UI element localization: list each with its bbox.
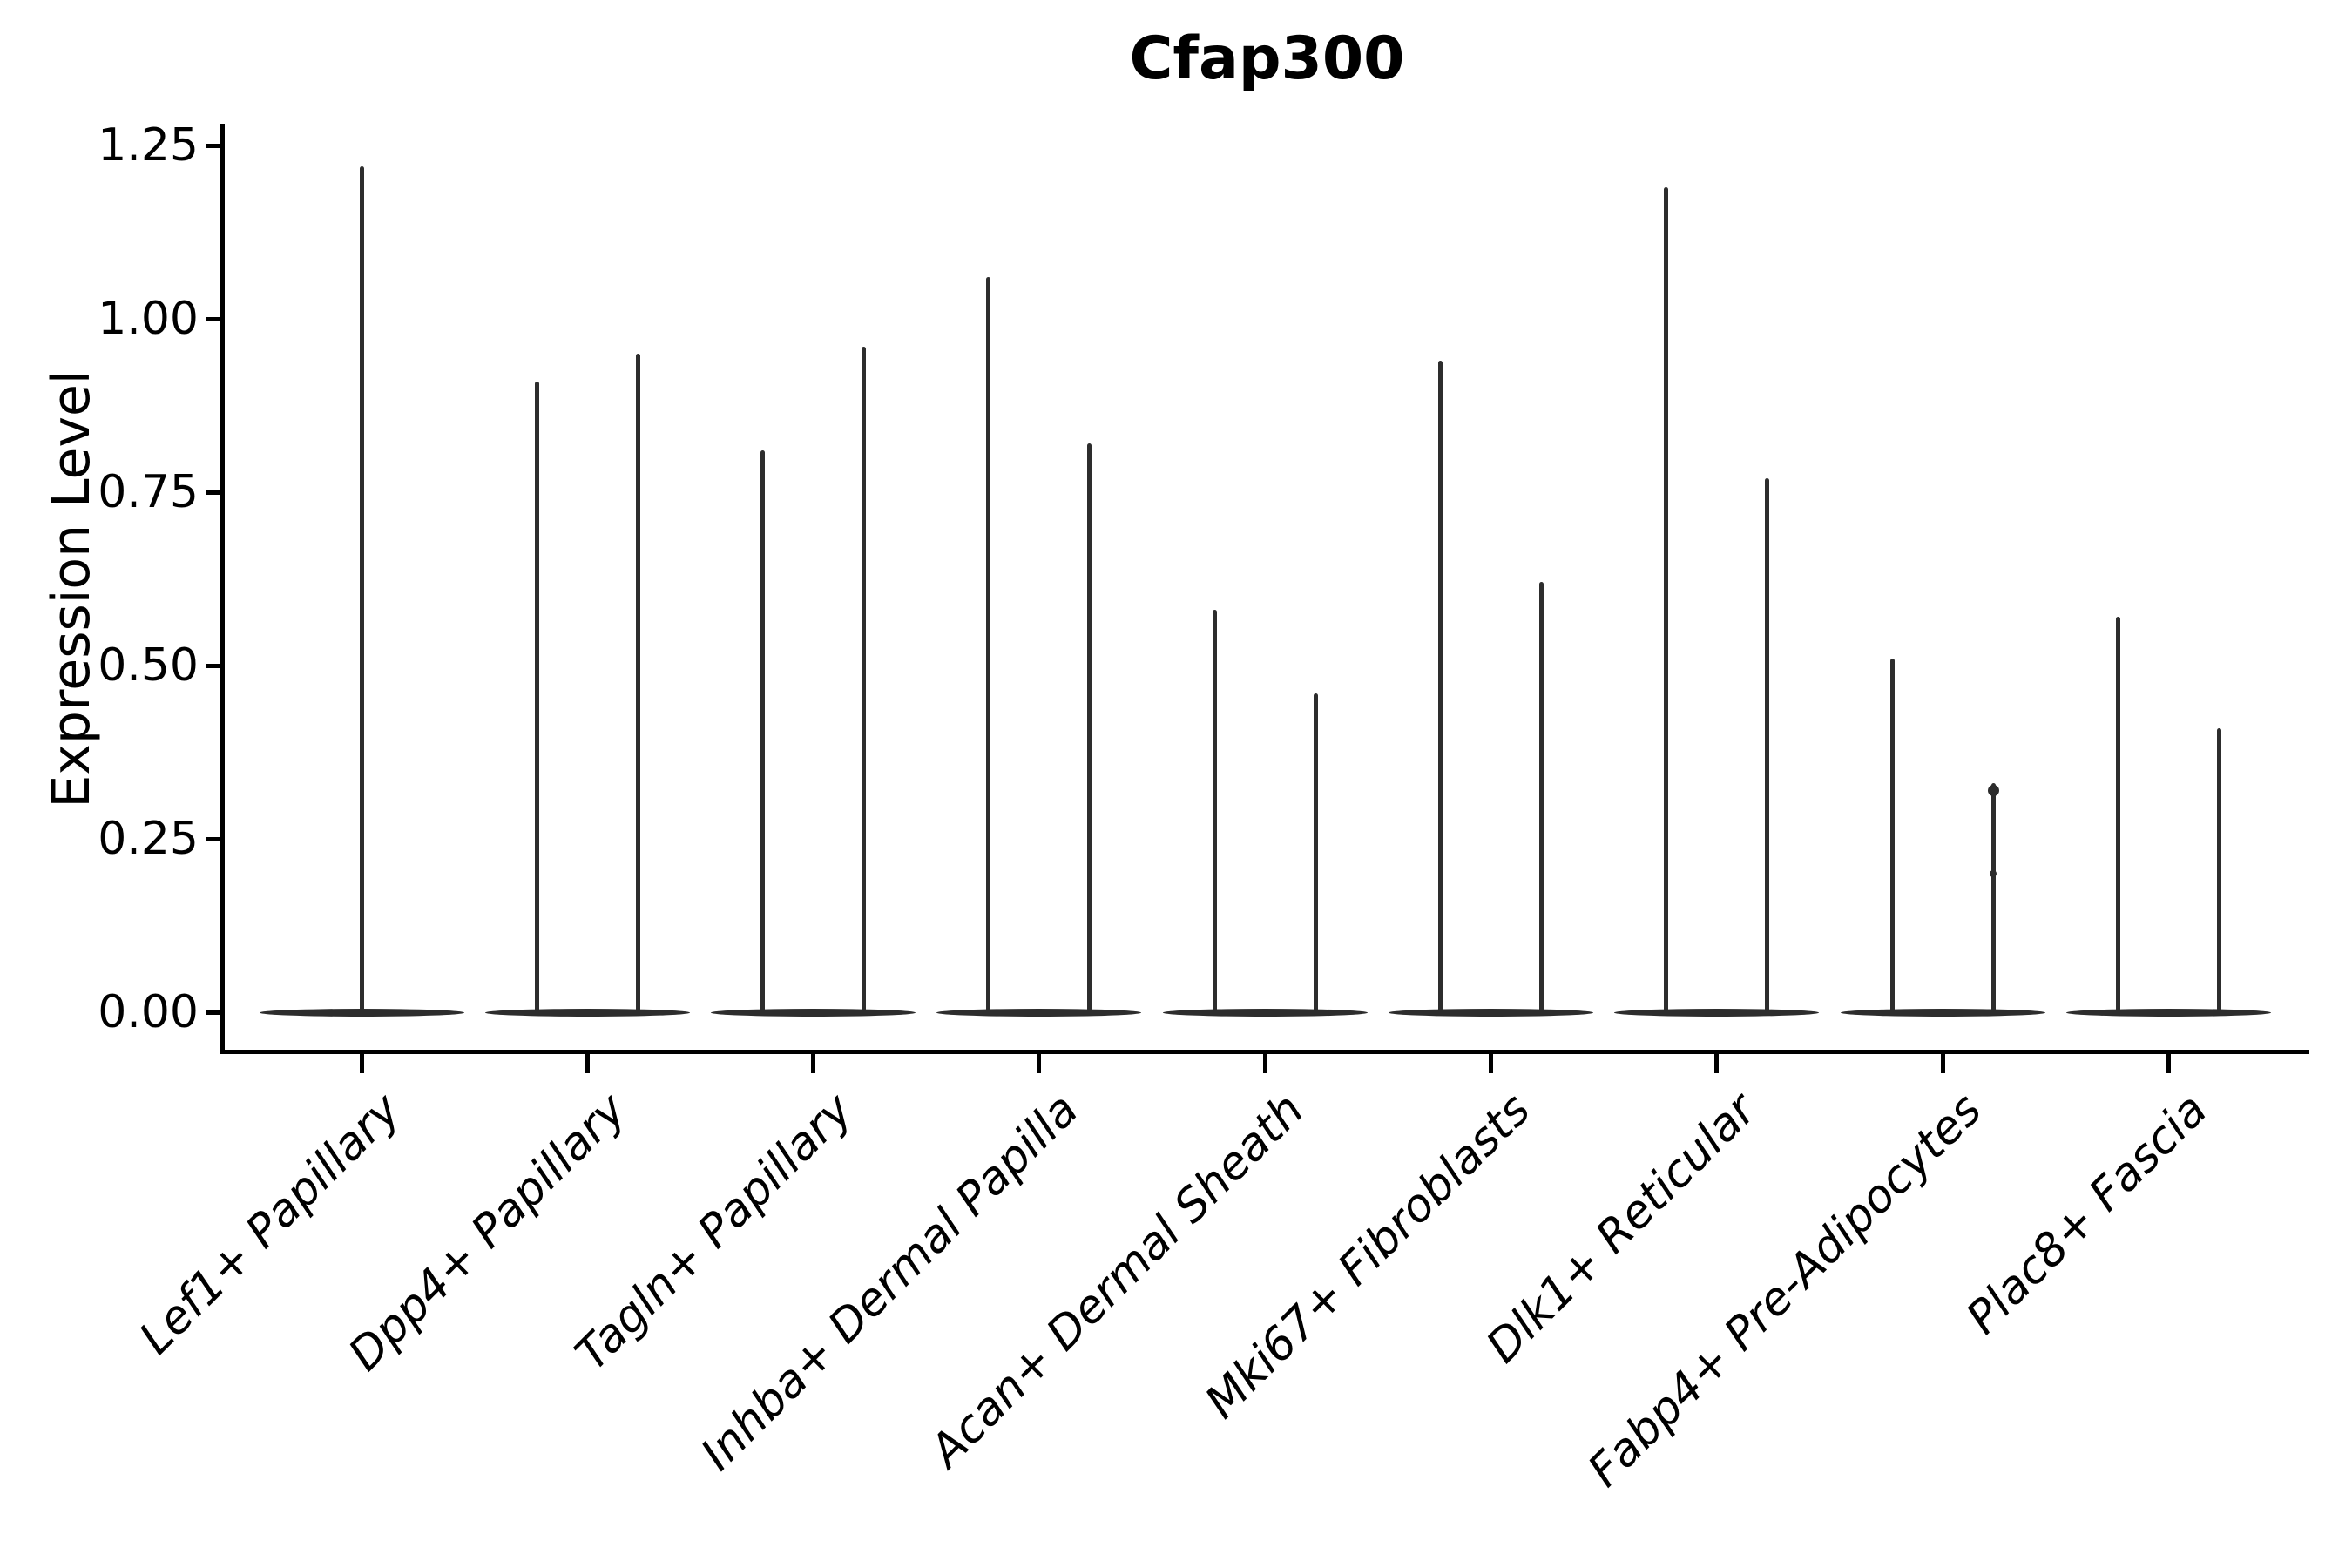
y-tick-label: 1.25	[98, 119, 199, 172]
violin-base	[1614, 1008, 1820, 1017]
violin-base	[1389, 1008, 1593, 1017]
y-tick-mark	[206, 663, 220, 668]
y-axis-spine	[220, 124, 225, 1054]
y-axis-label: Expression Level	[41, 369, 102, 808]
violin-spike	[1765, 478, 1770, 1012]
x-tick-mark	[1714, 1054, 1720, 1073]
x-tick-mark	[2166, 1054, 2171, 1073]
x-tick-mark	[1037, 1054, 1042, 1073]
x-tick-label: Acan+ Dermal Sheath	[920, 1084, 1315, 1477]
y-tick-label: 0.75	[98, 466, 199, 518]
x-tick-mark	[1940, 1054, 1945, 1073]
violin-spike	[2115, 617, 2120, 1012]
violin-spike	[1087, 443, 1092, 1012]
violin-base	[259, 1008, 464, 1017]
violin-spike	[1438, 360, 1443, 1012]
violin-base	[2065, 1008, 2271, 1017]
violin-base	[711, 1008, 916, 1017]
violin-spike	[1990, 783, 1996, 1012]
y-tick-mark	[206, 836, 220, 841]
x-tick-mark	[585, 1054, 590, 1073]
violin-spike	[862, 346, 867, 1012]
y-tick-label: 0.50	[98, 639, 199, 692]
violin-base	[936, 1008, 1142, 1017]
chart-title: Cfap300	[1129, 24, 1405, 93]
violin-spike	[1889, 659, 1895, 1012]
violin-base	[1162, 1008, 1368, 1017]
violin-base	[484, 1008, 690, 1017]
violin-spike	[635, 353, 640, 1012]
y-tick-mark	[206, 316, 220, 321]
x-tick-label: Fabp4+ Pre-Adipocytes	[1578, 1084, 1992, 1497]
violin-spike	[534, 381, 539, 1012]
x-tick-label: Plac8+ Fascia	[1957, 1084, 2218, 1345]
violin-spike	[2216, 727, 2221, 1012]
violin-density-bump	[1990, 869, 1997, 877]
violin-spike	[1664, 186, 1669, 1012]
y-tick-label: 0.25	[98, 813, 199, 865]
violin-density-bump	[1987, 784, 1999, 796]
violin-spike	[1313, 693, 1318, 1012]
x-tick-mark	[359, 1054, 364, 1073]
x-tick-mark	[811, 1054, 816, 1073]
x-tick-label: Inhba+ Dermal Papilla	[691, 1084, 1089, 1481]
violin-spike	[760, 450, 766, 1012]
violin-spike	[986, 277, 991, 1012]
x-tick-mark	[1489, 1054, 1493, 1073]
x-tick-mark	[1262, 1054, 1267, 1073]
y-tick-mark	[206, 143, 220, 148]
y-tick-label: 1.00	[98, 293, 199, 345]
y-tick-mark	[206, 1010, 220, 1015]
x-axis-spine	[220, 1050, 2309, 1054]
violin-spike	[1539, 582, 1544, 1012]
violin-spike	[359, 166, 364, 1012]
violin-spike	[1212, 610, 1217, 1012]
y-tick-mark	[206, 490, 220, 495]
y-tick-label: 0.00	[98, 986, 199, 1038]
violin-base	[1840, 1008, 2045, 1017]
